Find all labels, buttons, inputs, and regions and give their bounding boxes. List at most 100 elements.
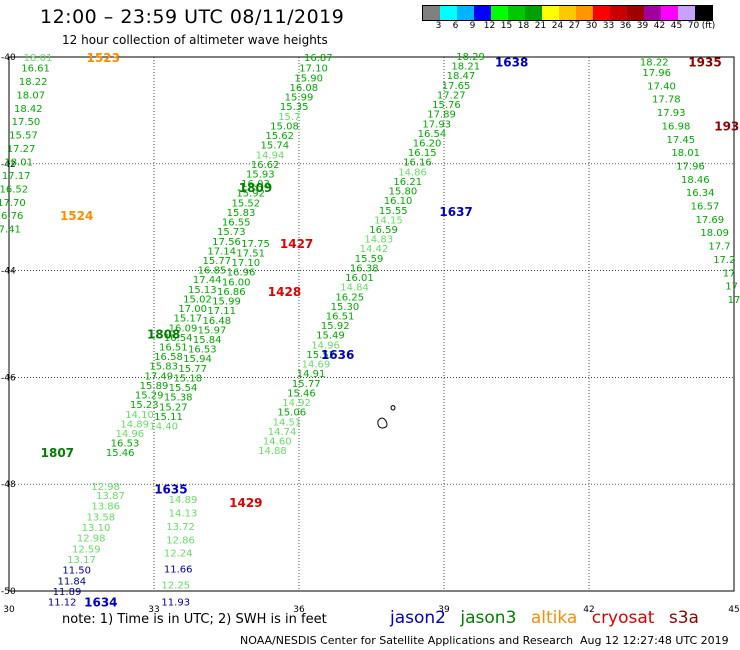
wave-height-value: 11.84 <box>58 576 87 587</box>
wave-height-value: 14.91 <box>297 369 326 380</box>
color-scale-swatch <box>661 6 678 20</box>
wave-height-value: 17.65 <box>442 81 471 92</box>
wave-height-value: 17.00 <box>178 304 207 315</box>
wave-height-value: 16.52 <box>0 184 28 195</box>
wave-height-value: 16.15 <box>408 148 437 159</box>
wave-height-value: 14.96 <box>116 429 145 440</box>
wave-height-value: 14.10 <box>125 410 154 421</box>
wave-height-value: 17.41 <box>0 224 21 235</box>
color-scale-label: 36 <box>619 21 632 31</box>
color-scale-swatch <box>576 6 593 20</box>
wave-height-value: 15.35 <box>280 102 309 113</box>
wave-height-value: 16.00 <box>222 277 251 288</box>
wave-height-value: 17.11 <box>207 306 236 317</box>
wave-height-value: 15.27 <box>159 402 188 413</box>
wave-height-value: 17.27 <box>7 144 36 155</box>
wave-height-value: 15.52 <box>232 198 261 209</box>
wave-height-value: 17.69 <box>696 215 725 226</box>
wave-height-value: 17.10 <box>299 64 328 75</box>
wave-height-value: 15.93 <box>246 169 275 180</box>
wave-height-value: 15.83 <box>227 208 256 219</box>
wave-height-value: 15.30 <box>331 302 360 313</box>
wave-height-value: 14.69 <box>302 360 331 371</box>
wave-height-value: 12.25 <box>161 581 190 592</box>
wave-height-value: 17.78 <box>652 95 681 106</box>
wave-height-value: 18.21 <box>451 62 480 73</box>
wave-height-value: 15.77 <box>292 379 321 390</box>
wave-height-value: 17.96 <box>676 161 705 172</box>
wave-height-value: 15.46 <box>106 448 135 459</box>
wave-height-value: 16.53 <box>111 439 140 450</box>
legend-altika: altika <box>530 608 578 628</box>
legend-jason3: jason3 <box>460 608 517 628</box>
wave-height-value: 16.25 <box>335 292 364 303</box>
wave-height-value: 16.87 <box>304 53 333 64</box>
pass-time-label: 1524 <box>60 209 93 223</box>
wave-height-value: 15.83 <box>149 362 178 373</box>
wave-height-value: 15.49 <box>316 331 345 342</box>
latitude-label: -50 <box>1 587 16 597</box>
wave-height-value: 15.92 <box>236 189 265 200</box>
color-scale-swatch <box>491 6 508 20</box>
wave-height-value: 17.2 <box>713 255 735 266</box>
color-scale-label: 42 <box>653 21 666 31</box>
wave-height-value: 16.51 <box>326 312 355 323</box>
color-scale-swatch <box>695 6 712 20</box>
wave-height-value: 12.98 <box>77 534 106 545</box>
wave-height-value: 15.80 <box>389 187 418 198</box>
color-scale-swatch <box>525 6 542 20</box>
wave-height-value: 18.22 <box>640 57 669 68</box>
wave-height-value: 14.94 <box>256 150 285 161</box>
color-scale-label: 12 <box>483 21 496 31</box>
legend-s3a: s3a <box>668 608 699 628</box>
wave-height-value: 17.44 <box>193 275 222 286</box>
latitude-label: -46 <box>1 373 16 383</box>
pass-time-label: 193 <box>714 119 739 133</box>
wave-height-value: 17.49 <box>145 371 174 382</box>
wave-height-value: 16.54 <box>418 129 447 140</box>
color-scale-label: 21 <box>534 21 547 31</box>
wave-height-value: 15.29 <box>135 391 164 402</box>
map-subtitle: 12 hour collection of altimeter wave hei… <box>62 33 328 47</box>
wave-height-value: 15.18 <box>174 373 203 384</box>
wave-height-value: 16.21 <box>393 177 422 188</box>
wave-height-value: 17.45 <box>667 135 696 146</box>
wave-height-value: 11.89 <box>53 587 82 598</box>
map-frame <box>8 56 735 592</box>
wave-height-value: 17 <box>728 295 740 306</box>
wave-height-value: 17.93 <box>657 108 686 119</box>
color-scale-swatch <box>440 6 457 20</box>
wave-height-value: 17.51 <box>236 249 265 260</box>
color-scale-unit: (ft) <box>701 21 716 31</box>
wave-height-value: 14.13 <box>169 509 198 520</box>
color-scale-label: 15 <box>500 21 513 31</box>
wave-height-value: 16.58 <box>154 352 183 363</box>
wave-height-value: 16.09 <box>169 323 198 334</box>
pass-time-label: 1427 <box>280 237 313 251</box>
wave-height-value: 13.72 <box>166 522 195 533</box>
wave-height-value: 16.59 <box>369 225 398 236</box>
wave-height-value: 16.48 <box>203 316 232 327</box>
wave-height-value: 18.01 <box>671 148 700 159</box>
wave-height-value: 15.99 <box>285 93 314 104</box>
legend-jason2: jason2 <box>390 608 446 628</box>
wave-height-value: 16.03 <box>241 179 270 190</box>
wave-height-value: 17 <box>723 268 736 279</box>
wave-height-value: 16.51 <box>159 342 188 353</box>
color-scale-label: 70 <box>687 21 700 31</box>
color-scale-swatch <box>542 6 559 20</box>
wave-height-value: 18.09 <box>700 228 729 239</box>
wave-height-value: 18.47 <box>447 71 476 82</box>
wave-height-value: 12.24 <box>164 549 193 560</box>
wave-height-value: 17.40 <box>647 81 676 92</box>
longitude-label: 42 <box>583 605 594 615</box>
wave-height-value: 15.74 <box>261 141 290 152</box>
pass-time-label: 1935 <box>688 55 721 69</box>
wave-height-value: 15.97 <box>198 325 227 336</box>
wave-height-value: 16.53 <box>188 345 217 356</box>
wave-height-value: 17.27 <box>437 90 466 101</box>
wave-height-value: 12.98 <box>91 482 120 493</box>
wave-height-value: 17.14 <box>207 246 236 257</box>
wave-height-value: 13.17 <box>67 555 96 566</box>
wave-height-value: 15.62 <box>265 131 294 142</box>
